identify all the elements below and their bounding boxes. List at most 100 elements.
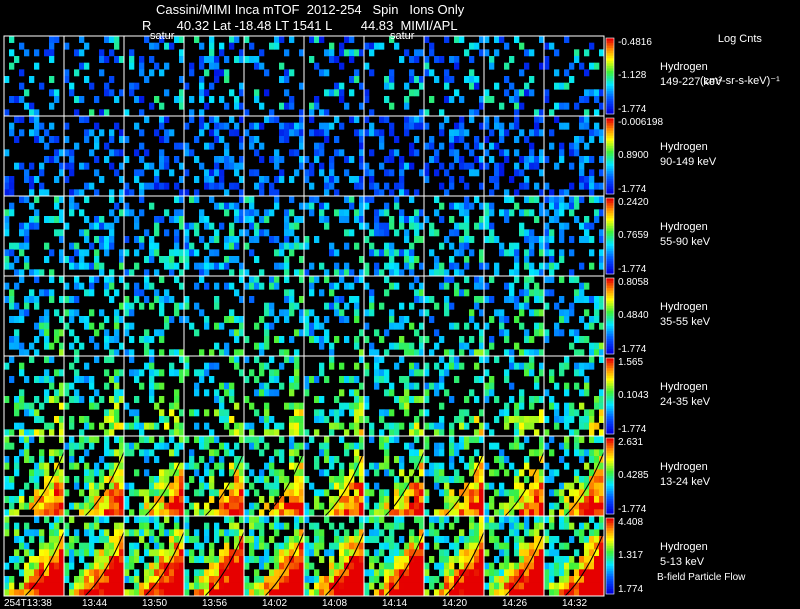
heatmap-cell [9,442,15,450]
heatmap-cell [584,176,590,183]
heatmap-cell [154,402,160,410]
heatmap-cell [359,536,365,543]
heatmap-cell [424,589,430,597]
heatmap-cell [499,136,505,143]
heatmap-cell [439,262,445,270]
heatmap-cell [284,402,290,410]
heatmap-cell [294,149,300,157]
heatmap-cell [564,402,570,410]
heatmap-cell [144,329,150,337]
heatmap-cell [409,562,415,570]
heatmap-cell [559,142,565,150]
heatmap-cell [394,589,400,597]
heatmap-cell [599,476,605,483]
heatmap-cell [524,209,530,217]
heatmap-cell [89,289,95,297]
heatmap-cell [39,489,45,497]
time-tick-label: 14:02 [262,598,288,609]
heatmap-cell [529,449,535,457]
heatmap-cell [534,182,540,190]
heatmap-cell [44,582,50,590]
heatmap-cell [109,76,115,83]
heatmap-cell [379,549,385,557]
colorbar-segment [606,328,614,332]
heatmap-cell [9,189,15,197]
heatmap-cell [584,182,590,190]
heatmap-cell [414,436,420,443]
heatmap-cell [489,276,495,283]
heatmap-cell [579,156,585,163]
heatmap-cell [484,522,490,530]
heatmap-cell [234,122,240,130]
heatmap-cell [344,476,350,483]
heatmap-cell [379,116,385,123]
heatmap-cell [294,216,300,223]
heatmap-cell [449,509,455,517]
heatmap-cell [289,436,295,443]
heatmap-cell [474,322,480,330]
heatmap-cell [439,202,445,210]
heatmap-cell [574,369,580,377]
heatmap-cell [144,516,150,523]
heatmap-cell [159,416,165,423]
heatmap-cell [359,129,365,137]
heatmap-cell [284,489,290,497]
heatmap-cell [114,322,120,330]
heatmap-cell [184,569,190,577]
heatmap-cell [34,462,40,470]
heatmap-cell [319,409,325,417]
heatmap-cell [339,62,345,70]
heatmap-cell [109,422,115,430]
heatmap-cell [154,516,160,523]
heatmap-cell [324,516,330,523]
heatmap-cell [539,62,545,70]
heatmap-cell [14,402,20,410]
heatmap-cell [224,202,230,210]
heatmap-cell [519,129,525,137]
heatmap-cell [94,122,100,130]
heatmap-cell [574,589,580,597]
heatmap-cell [399,322,405,330]
heatmap-cell [349,389,355,397]
heatmap-cell [359,416,365,423]
heatmap-cell [69,82,75,90]
heatmap-cell [349,549,355,557]
heatmap-cell [354,469,360,477]
heatmap-cell [329,542,335,550]
heatmap-cell [519,556,525,563]
heatmap-cell [479,502,485,510]
heatmap-cell [434,56,440,63]
colorbar-frame [605,517,615,595]
heatmap-cell [479,582,485,590]
heatmap-cell [599,322,605,330]
colorbar-segment [606,338,614,342]
heatmap-cell [494,309,500,317]
heatmap-cell [569,556,575,563]
heatmap-cell [164,569,170,577]
heatmap-cell [4,396,10,403]
heatmap-cell [439,582,445,590]
heatmap-cell [109,502,115,510]
heatmap-cell [394,282,400,290]
heatmap-cell [374,522,380,530]
heatmap-cell [164,262,170,270]
heatmap-cell [484,462,490,470]
heatmap-cell [444,509,450,517]
heatmap-cell [339,502,345,510]
heatmap-cell [574,149,580,157]
heatmap-cell [469,509,475,517]
heatmap-cell [179,542,185,550]
heatmap-cell [274,476,280,483]
heatmap-cell [189,456,195,463]
heatmap-cell [314,489,320,497]
heatmap-cell [269,322,275,330]
heatmap-cell [439,522,445,530]
colorbar-segment [606,343,614,347]
heatmap-cell [414,256,420,263]
heatmap-cell [399,269,405,277]
heatmap-cell [259,476,265,483]
heatmap-cell [264,336,270,343]
heatmap-cell [394,556,400,563]
heatmap-cell [29,102,35,110]
heatmap-cell [89,149,95,157]
